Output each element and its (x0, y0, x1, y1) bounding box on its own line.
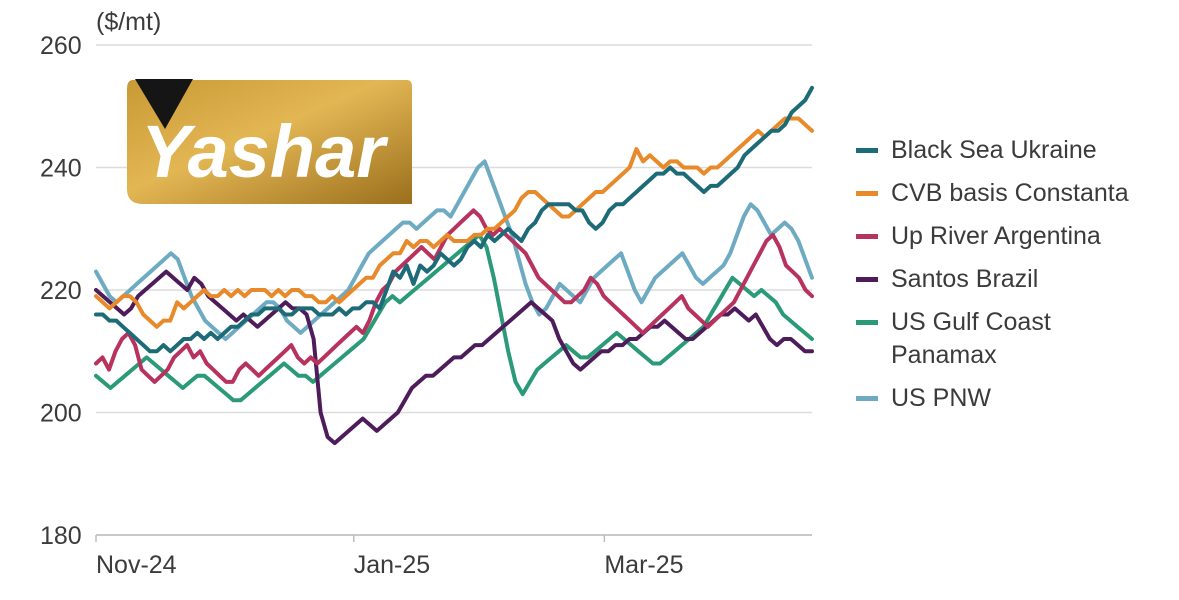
legend-swatch (856, 148, 878, 153)
series-line-up-river-argentina (94, 208, 814, 384)
legend: Black Sea Ukraine CVB basis Constanta Up R… (856, 134, 1176, 425)
series-lines (94, 85, 814, 446)
legend-label: US PNW (891, 384, 991, 412)
yashar-logo: Yashar (127, 79, 412, 204)
logo-arrow-icon (135, 79, 193, 129)
series-line-us-pnw (94, 159, 814, 341)
series-line-us-gulf-coast-panamax (94, 232, 814, 403)
y-axis-ticks: 180 200 220 240 260 (40, 32, 82, 550)
y-tick-label: 220 (40, 277, 82, 305)
legend-swatch (856, 277, 878, 282)
y-tick-label: 240 (40, 155, 82, 183)
legend-label: CVB basis Constanta (891, 179, 1129, 207)
series-line-cvb-basis-constanta (94, 116, 814, 329)
legend-item: Santos Brazil (856, 263, 1176, 296)
legend-item: CVB basis Constanta (856, 177, 1176, 210)
y-axis-unit-label: ($/mt) (96, 8, 161, 36)
legend-swatch (856, 191, 878, 196)
x-axis-ticks: Nov-24 Jan-25 Mar-25 (95, 534, 812, 579)
legend-swatch (856, 396, 878, 401)
legend-swatch (856, 234, 878, 239)
legend-item: US Gulf Coast Panamax (856, 306, 1176, 372)
series-line-black-sea-ukraine (94, 85, 814, 354)
legend-label: Santos Brazil (891, 265, 1039, 293)
legend-label: Black Sea Ukraine (891, 136, 1097, 164)
x-tick-label: Nov-24 (96, 551, 177, 579)
y-tick-label: 180 (40, 522, 82, 550)
legend-item: US PNW (856, 382, 1176, 415)
y-tick-label: 260 (40, 32, 82, 60)
x-tick-label: Jan-25 (354, 551, 430, 579)
legend-item: Black Sea Ukraine (856, 134, 1176, 167)
legend-label: Up River Argentina (891, 222, 1101, 250)
legend-swatch (856, 320, 878, 325)
series-line-santos-brazil (94, 269, 814, 446)
legend-label: US Gulf Coast Panamax (891, 308, 1051, 369)
logo-badge (127, 80, 412, 204)
legend-item: Up River Argentina (856, 220, 1176, 253)
logo-wordmark: Yashar (141, 110, 389, 193)
x-tick-label: Mar-25 (604, 551, 683, 579)
y-tick-label: 200 (40, 400, 82, 428)
